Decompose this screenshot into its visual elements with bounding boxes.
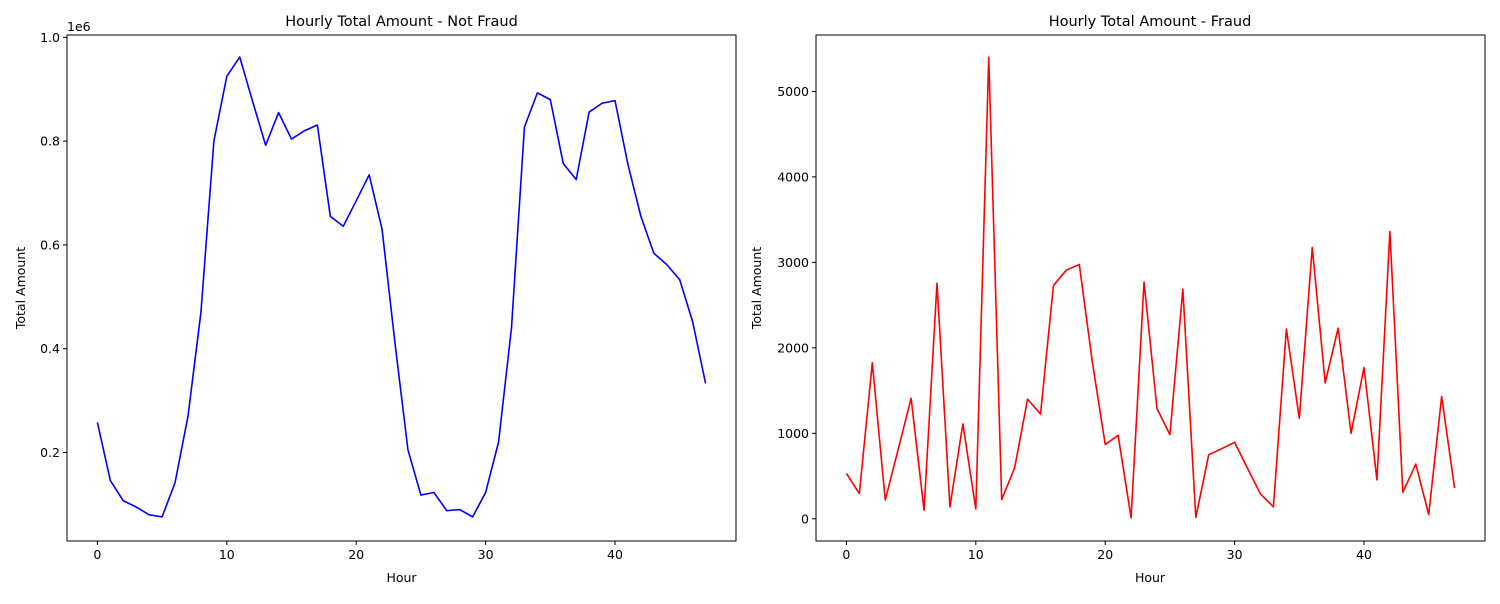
x-tick-label: 0 — [93, 547, 101, 562]
x-axis-label: Hour — [1135, 570, 1166, 585]
plot-frame — [66, 34, 737, 542]
x-tick-label: 10 — [968, 547, 984, 562]
series-line — [845, 56, 1456, 519]
x-tick-label: 40 — [1356, 547, 1372, 562]
y-tick-label: 0.6 — [40, 237, 60, 252]
y-offset-label: 1e6 — [67, 19, 91, 34]
y-tick-label: 4000 — [777, 169, 809, 184]
x-tick-label: 30 — [478, 547, 494, 562]
x-axis-label: Hour — [386, 570, 417, 585]
y-tick-label: 0 — [801, 511, 809, 526]
line-layer — [845, 56, 1456, 519]
y-axis-label: Total Amount — [749, 247, 764, 330]
chart-fraud: Hourly Total Amount - Fraud 0 10 20 30 40 0 10… — [749, 14, 1486, 585]
y-tick-label: 0.2 — [40, 445, 60, 460]
series-line — [96, 56, 707, 518]
x-tick-label: 20 — [1097, 547, 1113, 562]
chart-not-fraud: Hourly Total Amount - Not Fraud 1e6 0 10 2… — [13, 14, 737, 585]
plot-frame — [815, 34, 1486, 542]
ticks-group: 0 10 20 30 40 0 1000 2000 3000 4000 5000 — [777, 84, 1372, 562]
y-tick-label: 0.4 — [40, 341, 60, 356]
line-layer — [96, 56, 707, 518]
y-tick-label: 1000 — [777, 426, 809, 441]
x-tick-label: 40 — [607, 547, 623, 562]
y-tick-label: 5000 — [777, 84, 809, 99]
y-tick-label: 1.0 — [40, 30, 60, 45]
y-tick-label: 2000 — [777, 340, 809, 355]
y-tick-label: 3000 — [777, 255, 809, 270]
x-tick-label: 10 — [219, 547, 235, 562]
y-axis-label: Total Amount — [13, 247, 28, 330]
x-tick-label: 20 — [348, 547, 364, 562]
y-tick-label: 0.8 — [40, 134, 60, 149]
chart-title: Hourly Total Amount - Fraud — [1049, 14, 1252, 30]
x-tick-label: 0 — [842, 547, 850, 562]
chart-title: Hourly Total Amount - Not Fraud — [285, 14, 518, 30]
x-tick-label: 30 — [1227, 547, 1243, 562]
ticks-group: 0 10 20 30 40 0.2 0.4 0.6 0.8 1.0 — [40, 30, 623, 562]
